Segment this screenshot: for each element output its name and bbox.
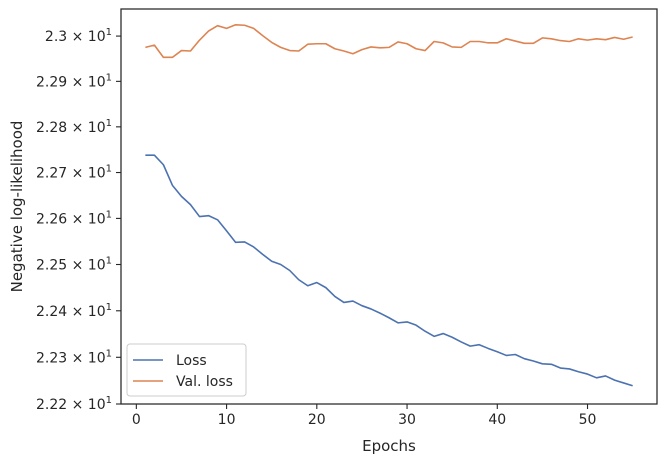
plot-frame xyxy=(120,8,658,405)
x-tick-label: 10 xyxy=(218,412,236,428)
y-axis-label: Negative log-likelihood xyxy=(8,121,26,293)
legend-label-loss: Loss xyxy=(176,353,207,369)
y-axis-ticks: 2.22 × 101 2.23 × 101 2.24 × 101 2.25 × 101… xyxy=(36,27,121,413)
legend: Loss Val. loss xyxy=(126,343,247,397)
x-tick-label: 50 xyxy=(579,412,597,428)
x-tick-label: 40 xyxy=(488,412,506,428)
y-tick-label: 2.28 × 101 xyxy=(36,118,112,136)
x-tick-label: 20 xyxy=(308,412,326,428)
x-axis-ticks: 0 10 20 30 40 50 xyxy=(132,404,597,428)
y-tick-label: 2.3 × 101 xyxy=(45,27,112,45)
y-tick-label: 2.23 × 101 xyxy=(36,348,112,366)
y-tick-label: 2.24 × 101 xyxy=(36,302,112,320)
series-layer xyxy=(145,23,633,387)
y-tick-label: 2.26 × 101 xyxy=(36,209,112,227)
legend-label-val-loss: Val. loss xyxy=(176,374,233,390)
series-line-loss xyxy=(145,154,633,387)
y-tick-label: 2.22 × 101 xyxy=(36,395,112,413)
y-tick-label: 2.29 × 101 xyxy=(36,72,112,90)
x-tick-label: 30 xyxy=(398,412,416,428)
y-tick-label: 2.27 × 101 xyxy=(36,164,112,182)
y-tick-label: 2.25 × 101 xyxy=(36,255,112,273)
legend-box xyxy=(126,343,247,397)
series-line-val-loss xyxy=(145,23,633,59)
x-tick-label: 0 xyxy=(132,412,141,428)
x-axis-label: Epochs xyxy=(362,437,416,455)
